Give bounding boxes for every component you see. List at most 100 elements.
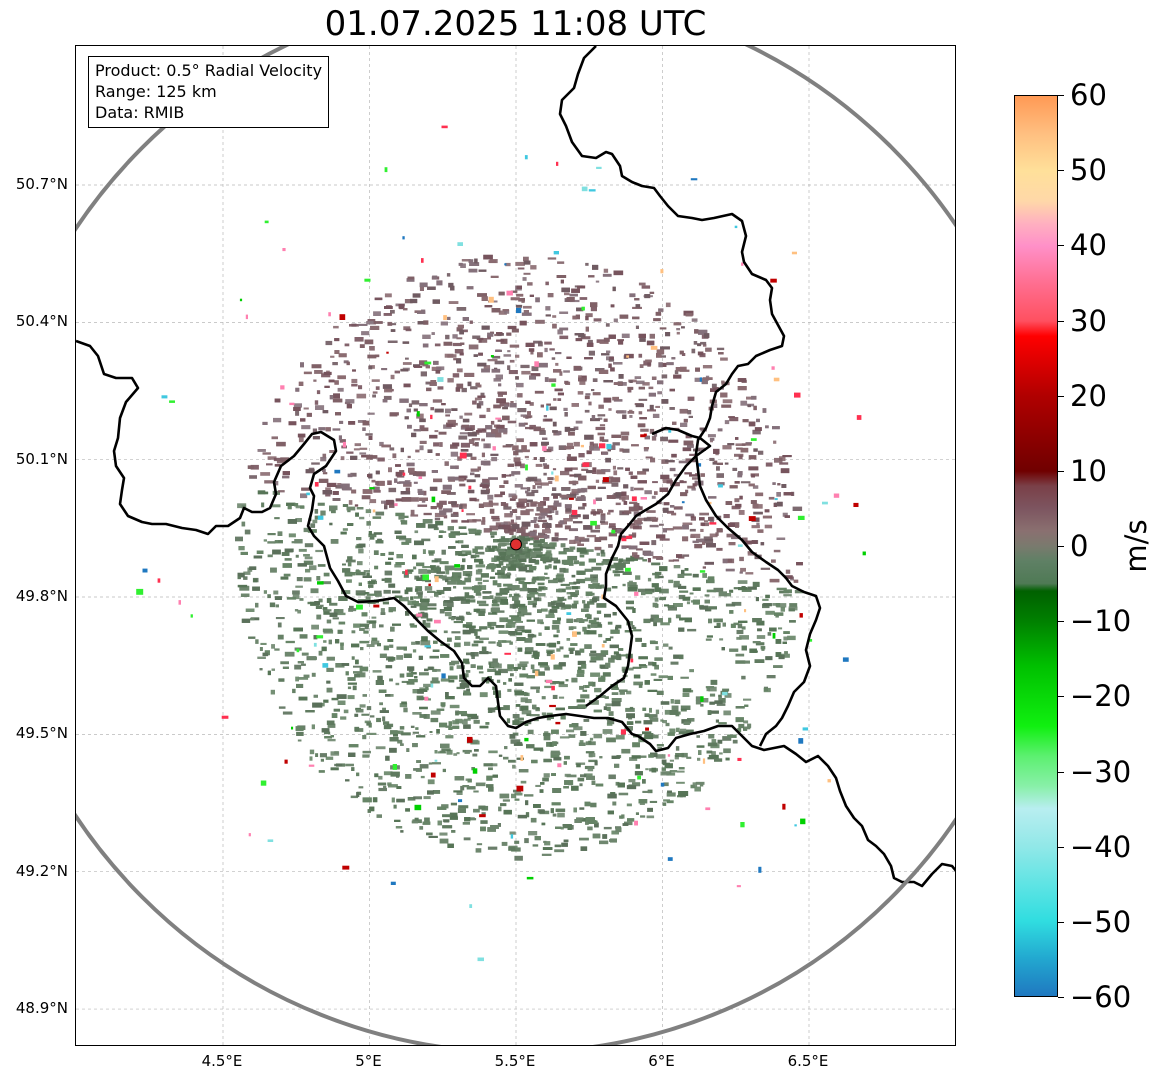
velocity-gate — [551, 557, 558, 561]
velocity-gate — [282, 666, 289, 669]
velocity-gate — [579, 783, 583, 787]
velocity-gate — [765, 594, 770, 599]
velocity-gate — [744, 704, 749, 707]
velocity-gate — [439, 832, 448, 836]
velocity-gate — [366, 644, 375, 647]
velocity-gate — [700, 698, 709, 703]
velocity-gate — [483, 365, 491, 370]
velocity-gate — [535, 513, 544, 516]
velocity-gate — [498, 383, 502, 387]
velocity-gate — [444, 611, 452, 617]
velocity-gate — [385, 665, 393, 669]
velocity-gate — [485, 722, 490, 725]
velocity-gate — [454, 567, 464, 571]
velocity-gate — [323, 371, 332, 375]
velocity-gate — [559, 520, 564, 525]
velocity-gate — [453, 511, 459, 515]
velocity-gate — [632, 316, 640, 320]
velocity-gate — [379, 653, 387, 658]
velocity-gate — [548, 481, 553, 484]
velocity-gate — [384, 387, 393, 393]
velocity-gate — [669, 728, 676, 734]
velocity-gate — [429, 731, 433, 733]
velocity-gate — [509, 593, 513, 598]
velocity-gate — [390, 694, 394, 697]
velocity-gate — [577, 496, 586, 501]
velocity-gate — [669, 467, 676, 472]
velocity-gate — [410, 514, 419, 517]
velocity-gate — [358, 543, 366, 548]
velocity-gate — [610, 557, 618, 561]
velocity-gate — [281, 552, 290, 556]
velocity-gate — [317, 502, 325, 506]
velocity-gate — [425, 686, 429, 690]
velocity-gate — [558, 580, 563, 583]
velocity-gate — [560, 470, 570, 476]
velocity-gate — [498, 668, 508, 674]
velocity-gate — [409, 471, 417, 475]
velocity-gate — [652, 662, 657, 667]
velocity-gate — [752, 581, 760, 587]
velocity-gate — [745, 442, 752, 445]
velocity-gate — [399, 305, 404, 310]
velocity-gate — [355, 571, 366, 576]
velocity-gate — [674, 370, 679, 375]
velocity-gate — [605, 638, 611, 641]
velocity-gate — [611, 434, 622, 438]
velocity-gate — [656, 534, 666, 539]
velocity-gate — [590, 574, 598, 579]
velocity-gate — [744, 540, 752, 545]
velocity-gate — [591, 566, 602, 571]
velocity-gate — [525, 342, 535, 347]
velocity-gate — [618, 648, 624, 651]
velocity-gate — [716, 547, 723, 551]
velocity-gate — [643, 517, 653, 522]
velocity-gate — [588, 275, 595, 278]
radar-map[interactable] — [75, 45, 956, 1046]
velocity-gate — [413, 796, 422, 800]
velocity-gate — [478, 805, 486, 810]
velocity-gate — [673, 506, 683, 510]
velocity-gate — [441, 490, 451, 494]
velocity-gate — [426, 387, 432, 392]
velocity-gate — [465, 573, 470, 577]
velocity-gate — [716, 528, 723, 533]
velocity-gate — [586, 630, 597, 635]
velocity-gate — [415, 586, 423, 591]
velocity-gate — [729, 648, 739, 652]
velocity-gate — [716, 347, 725, 351]
velocity-gate — [628, 471, 633, 475]
velocity-gate — [610, 564, 618, 569]
velocity-gate — [340, 716, 347, 720]
velocity-gate — [478, 401, 484, 406]
velocity-gate — [613, 470, 618, 476]
velocity-gate — [364, 625, 369, 630]
velocity-gate — [647, 361, 651, 367]
velocity-gate — [792, 506, 803, 511]
velocity-gate — [734, 453, 744, 457]
velocity-gate — [486, 775, 493, 781]
velocity-gate — [516, 554, 520, 558]
velocity-gate — [651, 562, 661, 566]
velocity-gate — [457, 324, 464, 329]
velocity-gate — [695, 700, 702, 705]
velocity-gate — [545, 314, 551, 317]
velocity-gate — [570, 528, 578, 531]
velocity-gate — [785, 569, 791, 574]
velocity-gate — [417, 593, 423, 598]
velocity-gate — [465, 427, 472, 431]
velocity-gate — [728, 542, 736, 546]
velocity-gate — [701, 522, 709, 527]
velocity-gate — [525, 490, 529, 494]
velocity-gate — [632, 608, 636, 613]
velocity-gate — [277, 531, 283, 536]
velocity-gate — [362, 754, 370, 758]
velocity-gate — [579, 380, 586, 385]
velocity-gate — [303, 371, 312, 375]
velocity-gate — [615, 563, 626, 568]
velocity-gate — [388, 784, 398, 788]
velocity-gate — [521, 532, 530, 537]
velocity-gate — [590, 672, 601, 677]
velocity-gate — [446, 273, 451, 277]
velocity-gate — [664, 604, 670, 607]
